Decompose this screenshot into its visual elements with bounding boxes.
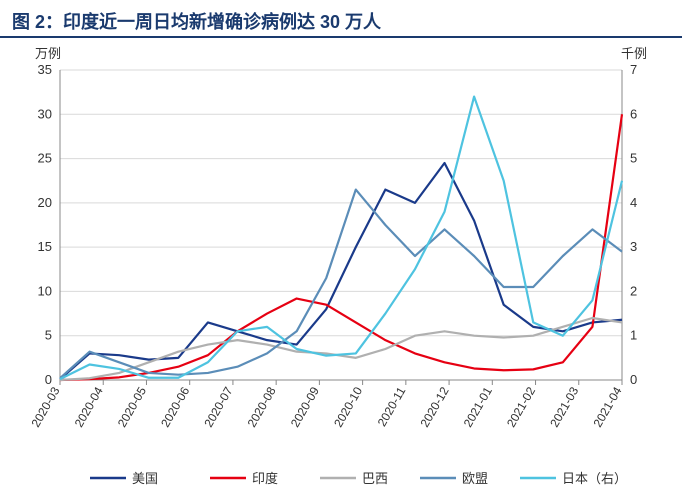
svg-text:2020-05: 2020-05 [115, 384, 149, 429]
svg-text:2020-08: 2020-08 [245, 384, 279, 429]
svg-text:印度: 印度 [252, 471, 278, 486]
svg-text:6: 6 [630, 106, 637, 121]
svg-text:2: 2 [630, 283, 637, 298]
svg-text:4: 4 [630, 195, 637, 210]
svg-text:5: 5 [630, 151, 637, 166]
title-underline [0, 36, 682, 38]
svg-text:5: 5 [45, 328, 52, 343]
svg-text:巴西: 巴西 [362, 471, 388, 486]
svg-text:欧盟: 欧盟 [462, 471, 488, 486]
series-欧盟 [60, 190, 622, 379]
chart-title: 图 2：印度近一周日均新增确诊病例达 30 万人 [12, 8, 381, 34]
svg-text:2020-10: 2020-10 [331, 384, 365, 429]
svg-text:1: 1 [630, 328, 637, 343]
svg-text:千例: 千例 [621, 46, 647, 61]
svg-text:2021-04: 2021-04 [590, 384, 624, 429]
svg-text:2020-03: 2020-03 [28, 384, 62, 429]
series-日本（右） [60, 97, 622, 380]
svg-text:15: 15 [38, 239, 52, 254]
svg-text:2020-04: 2020-04 [72, 384, 106, 429]
svg-text:2021-02: 2021-02 [504, 384, 538, 429]
series-美国 [60, 163, 622, 379]
line-chart: 0 5 10 15 20 25 30 35 0 1 2 3 4 5 6 7 万例 千例 2020-03 2020-04… [0, 40, 682, 500]
svg-text:10: 10 [38, 283, 52, 298]
svg-text:0: 0 [45, 372, 52, 387]
svg-text:30: 30 [38, 106, 52, 121]
svg-text:2020-12: 2020-12 [418, 384, 452, 429]
svg-text:2020-09: 2020-09 [288, 384, 322, 429]
svg-text:日本（右）: 日本（右） [562, 471, 627, 486]
svg-text:0: 0 [630, 372, 637, 387]
svg-text:2020-06: 2020-06 [158, 384, 192, 429]
svg-text:2021-03: 2021-03 [547, 384, 581, 429]
svg-text:2021-01: 2021-01 [461, 384, 495, 429]
svg-text:美国: 美国 [132, 471, 158, 486]
svg-text:2020-07: 2020-07 [201, 384, 235, 429]
svg-text:2020-11: 2020-11 [375, 384, 409, 429]
svg-text:20: 20 [38, 195, 52, 210]
svg-text:35: 35 [38, 62, 52, 77]
svg-text:万例: 万例 [35, 46, 61, 61]
svg-text:25: 25 [38, 151, 52, 166]
svg-text:7: 7 [630, 62, 637, 77]
svg-text:3: 3 [630, 239, 637, 254]
